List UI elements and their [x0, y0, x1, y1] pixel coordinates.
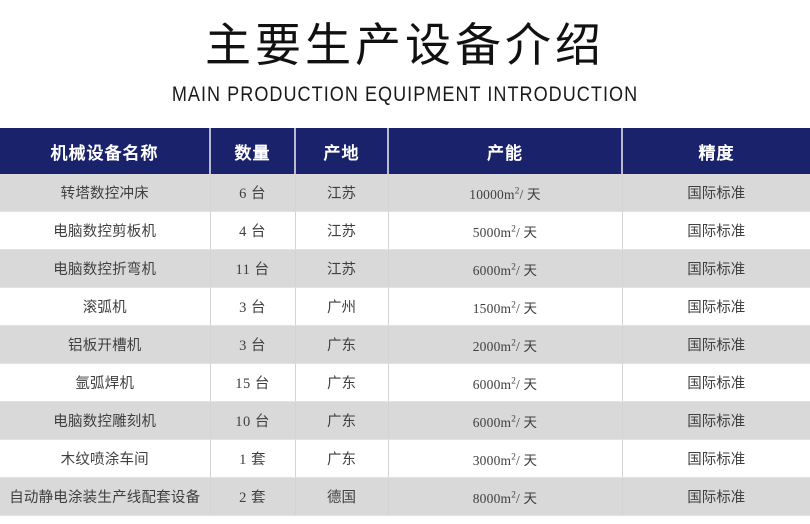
cell-precision: 国际标准 — [622, 439, 810, 478]
cell-equipment-name: 电脑数控雕刻机 — [0, 401, 211, 440]
cell-equipment-name: 电脑数控折弯机 — [0, 249, 211, 288]
table-row: 电脑数控雕刻机 10 台广东 6000m2/ 天国际标准 — [0, 401, 810, 440]
cell-origin: 广东 — [295, 325, 389, 364]
cell-capacity: 6000m2/ 天 — [388, 249, 623, 288]
cell-quantity: 3 台 — [210, 287, 296, 326]
capacity-square-exponent: 2 — [511, 489, 517, 499]
capacity-value: 10000m — [469, 186, 515, 202]
equipment-table: 机械设备名称 数量 产地 产能 精度 转塔数控冲床 6 台江苏 10000m2/ 天… — [0, 128, 810, 516]
capacity-square-exponent: 2 — [511, 451, 517, 461]
cell-equipment-name: 铝板开槽机 — [0, 325, 211, 364]
cell-capacity: 2000m2/ 天 — [388, 325, 623, 364]
cell-origin: 广东 — [295, 439, 389, 478]
cell-capacity: 3000m2/ 天 — [388, 439, 623, 478]
cell-capacity: 5000m2/ 天 — [388, 211, 623, 250]
cell-precision: 国际标准 — [622, 401, 810, 440]
column-header-quantity: 数量 — [210, 128, 296, 174]
table-row: 滚弧机 3 台广州 1500m2/ 天国际标准 — [0, 287, 810, 326]
column-header-precision: 精度 — [622, 128, 810, 174]
capacity-value: 6000m — [472, 414, 512, 430]
capacity-unit: / 天 — [516, 338, 538, 354]
column-header-name: 机械设备名称 — [0, 128, 211, 174]
column-header-origin: 产地 — [295, 128, 389, 174]
capacity-unit: / 天 — [516, 262, 538, 278]
capacity-unit: / 天 — [516, 490, 538, 506]
table-header-row: 机械设备名称 数量 产地 产能 精度 — [0, 128, 810, 174]
cell-origin: 江苏 — [295, 249, 389, 288]
cell-quantity: 3 台 — [210, 325, 296, 364]
cell-precision: 国际标准 — [622, 477, 810, 516]
table-row: 木纹喷涂车间 1 套广东 3000m2/ 天国际标准 — [0, 439, 810, 478]
capacity-square-exponent: 2 — [514, 185, 520, 195]
cell-quantity: 2 套 — [210, 477, 296, 516]
cell-equipment-name: 滚弧机 — [0, 287, 211, 326]
capacity-value: 8000m — [472, 490, 512, 506]
page-title-english: MAIN PRODUCTION EQUIPMENT INTRODUCTION — [171, 83, 639, 106]
cell-equipment-name: 电脑数控剪板机 — [0, 211, 211, 250]
table-header: 机械设备名称 数量 产地 产能 精度 — [0, 128, 810, 174]
capacity-value: 1500m — [472, 300, 512, 316]
capacity-value: 5000m — [472, 224, 512, 240]
cell-quantity: 1 套 — [210, 439, 296, 478]
capacity-unit: / 天 — [519, 186, 541, 202]
table-body: 转塔数控冲床 6 台江苏 10000m2/ 天国际标准 电脑数控剪板机 4 台江苏 500… — [0, 174, 810, 516]
cell-quantity: 11 台 — [210, 249, 296, 288]
capacity-unit: / 天 — [516, 300, 538, 316]
cell-quantity: 15 台 — [210, 363, 296, 402]
cell-precision: 国际标准 — [622, 325, 810, 364]
cell-precision: 国际标准 — [622, 249, 810, 288]
table-row: 转塔数控冲床 6 台江苏 10000m2/ 天国际标准 — [0, 174, 810, 212]
table-row: 电脑数控折弯机 11 台江苏 6000m2/ 天国际标准 — [0, 249, 810, 288]
capacity-square-exponent: 2 — [511, 299, 517, 309]
page-header: 主要生产设备介绍 MAIN PRODUCTION EQUIPMENT INTRO… — [0, 0, 810, 124]
cell-origin: 江苏 — [295, 174, 389, 212]
table-row: 铝板开槽机 3 台广东 2000m2/ 天国际标准 — [0, 325, 810, 364]
cell-origin: 广州 — [295, 287, 389, 326]
capacity-unit: / 天 — [516, 224, 538, 240]
cell-origin: 广东 — [295, 401, 389, 440]
cell-precision: 国际标准 — [622, 363, 810, 402]
capacity-unit: / 天 — [516, 376, 538, 392]
table-row: 氩弧焊机 15 台广东 6000m2/ 天国际标准 — [0, 363, 810, 402]
column-header-capacity: 产能 — [388, 128, 623, 174]
cell-equipment-name: 木纹喷涂车间 — [0, 439, 211, 478]
capacity-value: 6000m — [472, 376, 512, 392]
capacity-square-exponent: 2 — [511, 337, 517, 347]
capacity-value: 6000m — [472, 262, 512, 278]
cell-capacity: 1500m2/ 天 — [388, 287, 623, 326]
cell-equipment-name: 转塔数控冲床 — [0, 174, 211, 212]
capacity-square-exponent: 2 — [511, 261, 517, 271]
cell-precision: 国际标准 — [622, 211, 810, 250]
cell-quantity: 4 台 — [210, 211, 296, 250]
capacity-square-exponent: 2 — [511, 375, 517, 385]
capacity-unit: / 天 — [516, 452, 538, 468]
cell-capacity: 6000m2/ 天 — [388, 363, 623, 402]
cell-capacity: 10000m2/ 天 — [388, 174, 623, 212]
table-row: 电脑数控剪板机 4 台江苏 5000m2/ 天国际标准 — [0, 211, 810, 250]
cell-quantity: 6 台 — [210, 174, 296, 212]
cell-origin: 德国 — [295, 477, 389, 516]
capacity-value: 3000m — [472, 452, 512, 468]
table-row: 自动静电涂装生产线配套设备 2 套德国 8000m2/ 天国际标准 — [0, 477, 810, 516]
cell-precision: 国际标准 — [622, 287, 810, 326]
capacity-square-exponent: 2 — [511, 413, 517, 423]
page-title-chinese: 主要生产设备介绍 — [205, 18, 605, 72]
capacity-unit: / 天 — [516, 414, 538, 430]
cell-capacity: 8000m2/ 天 — [388, 477, 623, 516]
cell-quantity: 10 台 — [210, 401, 296, 440]
cell-origin: 广东 — [295, 363, 389, 402]
capacity-value: 2000m — [472, 338, 512, 354]
cell-precision: 国际标准 — [622, 174, 810, 212]
cell-capacity: 6000m2/ 天 — [388, 401, 623, 440]
cell-equipment-name: 氩弧焊机 — [0, 363, 211, 402]
cell-equipment-name: 自动静电涂装生产线配套设备 — [0, 477, 211, 516]
capacity-square-exponent: 2 — [511, 223, 517, 233]
cell-origin: 江苏 — [295, 211, 389, 250]
